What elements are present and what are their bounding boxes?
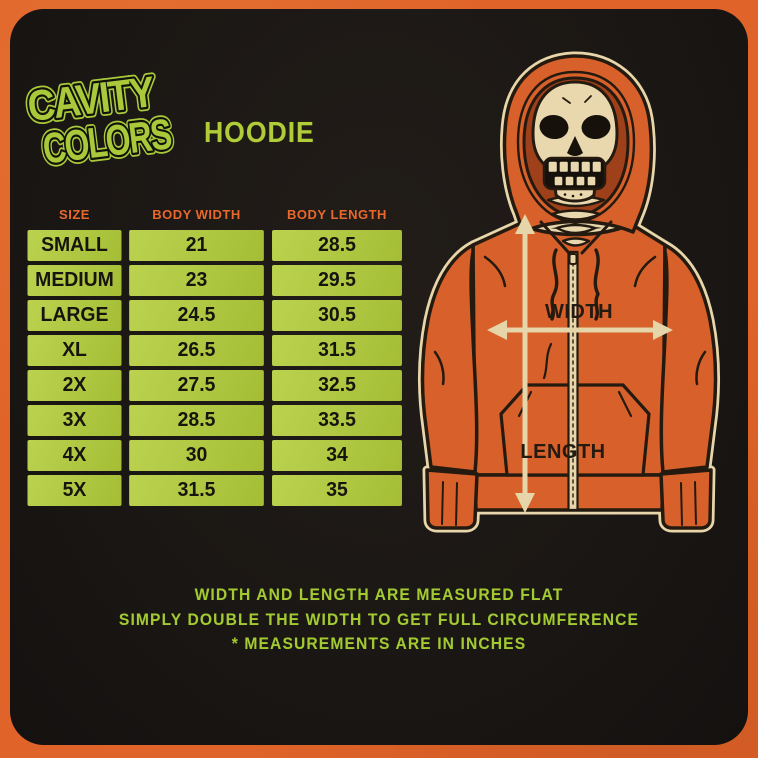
size-cell: XL xyxy=(27,335,122,366)
body-length-cell: 35 xyxy=(272,475,402,506)
body-width-cell: 28.5 xyxy=(129,405,264,436)
column-header-body-width: BODY WIDTH xyxy=(152,207,241,222)
size-table-body: SMALL 21 28.5 MEDIUM 23 29.5 LARGE 24.5 … xyxy=(26,230,404,506)
right-eye-socket xyxy=(581,114,611,140)
hoodie-measurement-illustration: WIDTH LENGTH xyxy=(417,51,721,533)
left-drawstring xyxy=(550,248,559,321)
body-width-cell: 23 xyxy=(129,265,264,296)
body-width-cell: 30 xyxy=(129,440,264,471)
body-width-cell: 27.5 xyxy=(129,370,264,401)
footnote-double-width: SIMPLY DOUBLE THE WIDTH TO GET FULL CIRC… xyxy=(118,609,640,629)
body-length-cell: 32.5 xyxy=(272,370,402,401)
zipper-pull xyxy=(568,253,578,265)
right-cuff xyxy=(659,468,713,530)
size-cell: 4X xyxy=(27,440,122,471)
body-length-cell: 28.5 xyxy=(272,230,402,261)
size-cell: LARGE xyxy=(27,300,122,331)
left-eye-socket xyxy=(539,114,569,140)
length-arrow-shaft xyxy=(522,230,528,498)
footnote-measured-flat: WIDTH AND LENGTH ARE MEASURED FLAT xyxy=(194,585,564,604)
size-cell: 2X xyxy=(27,370,122,401)
body-width-cell: 24.5 xyxy=(129,300,264,331)
measurement-arrows xyxy=(487,214,673,513)
size-table: SIZE BODY WIDTH BODY LENGTH SMALL 21 28.… xyxy=(26,207,404,506)
width-arrow-head-left xyxy=(487,320,507,340)
length-arrow-head-bottom xyxy=(515,493,535,513)
width-label: WIDTH xyxy=(545,301,613,323)
nasal-cavity xyxy=(567,136,583,156)
size-cell: 5X xyxy=(27,475,122,506)
width-arrow-head-right xyxy=(653,320,673,340)
length-label: LENGTH xyxy=(520,441,605,463)
size-cell: MEDIUM xyxy=(27,265,122,296)
size-cell: 3X xyxy=(27,405,122,436)
zipper xyxy=(567,250,579,512)
hood-rim xyxy=(516,70,636,225)
size-table-header: SIZE BODY WIDTH BODY LENGTH xyxy=(26,207,404,222)
body-width-cell: 31.5 xyxy=(129,475,264,506)
body-width-cell: 26.5 xyxy=(129,335,264,366)
width-arrow-shaft xyxy=(499,327,661,333)
right-drawstring xyxy=(593,248,600,321)
footnote-inches: * MEASUREMENTS ARE IN INCHES xyxy=(231,634,527,653)
right-sleeve xyxy=(659,243,718,474)
body-length-cell: 29.5 xyxy=(272,265,402,296)
left-sleeve xyxy=(420,243,479,474)
size-cell: SMALL xyxy=(27,230,122,261)
brand-logo: CAVITY COLORS CAVITY COLORS CAVITY COLOR… xyxy=(21,64,177,178)
column-header-body-length: BODY LENGTH xyxy=(287,207,387,222)
hoodie-body xyxy=(420,222,718,530)
column-header-size: SIZE xyxy=(59,207,90,222)
body-length-cell: 33.5 xyxy=(272,405,402,436)
length-arrow-head-top xyxy=(515,214,535,234)
body-length-cell: 34 xyxy=(272,440,402,471)
page-title: HOODIE xyxy=(204,117,315,149)
footnotes: WIDTH AND LENGTH ARE MEASURED FLAT SIMPL… xyxy=(30,583,727,657)
teeth xyxy=(547,160,603,187)
left-cuff xyxy=(425,468,479,530)
body-length-cell: 30.5 xyxy=(272,300,402,331)
body-width-cell: 21 xyxy=(129,230,264,261)
hood-and-skull xyxy=(502,54,654,321)
body-length-cell: 31.5 xyxy=(272,335,402,366)
